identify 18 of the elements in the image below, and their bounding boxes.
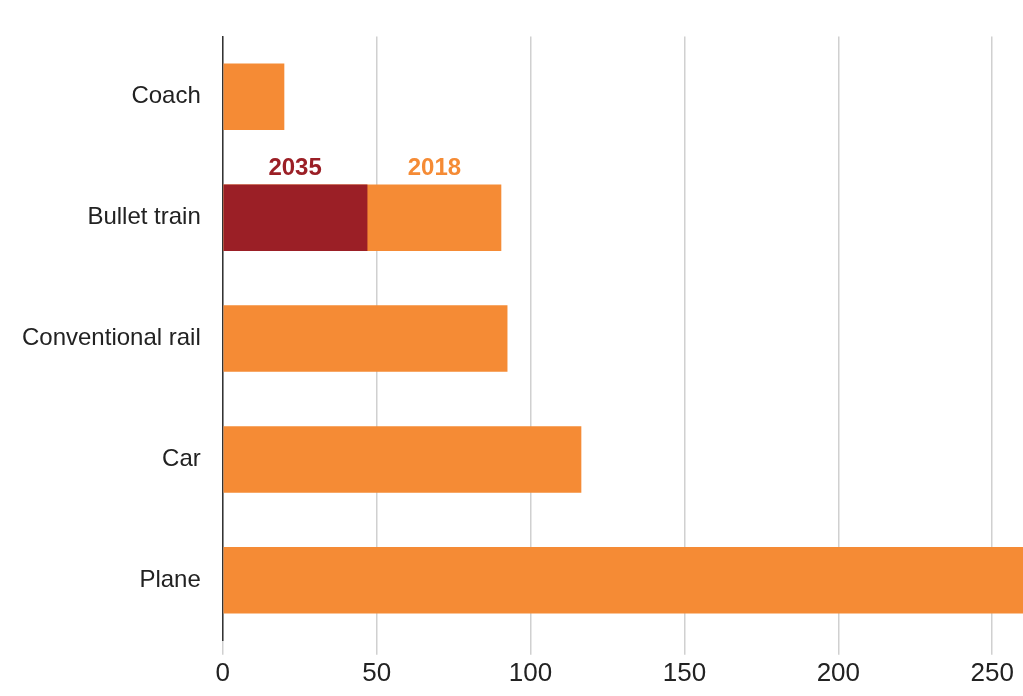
- bar: [223, 184, 368, 251]
- x-tick-label: 0: [215, 656, 230, 687]
- bar: [223, 63, 285, 131]
- y-tick-label: Plane: [139, 564, 201, 592]
- y-tick-label: Coach: [131, 81, 201, 109]
- y-tick-label: Car: [162, 444, 201, 472]
- y-tick-label: Conventional rail: [21, 323, 201, 351]
- x-tick-label: 250: [970, 656, 1014, 687]
- y-tick-label: Bullet train: [87, 202, 201, 230]
- bar: [223, 426, 582, 493]
- x-tick-label: 100: [508, 656, 553, 687]
- x-tick-label: 50: [362, 656, 392, 687]
- x-tick-label: 200: [816, 656, 861, 687]
- bar: [223, 305, 508, 372]
- bar: [223, 547, 1023, 614]
- series-label: 2018: [407, 153, 462, 181]
- x-tick-label: 150: [662, 656, 707, 687]
- series-label: 2035: [268, 153, 322, 181]
